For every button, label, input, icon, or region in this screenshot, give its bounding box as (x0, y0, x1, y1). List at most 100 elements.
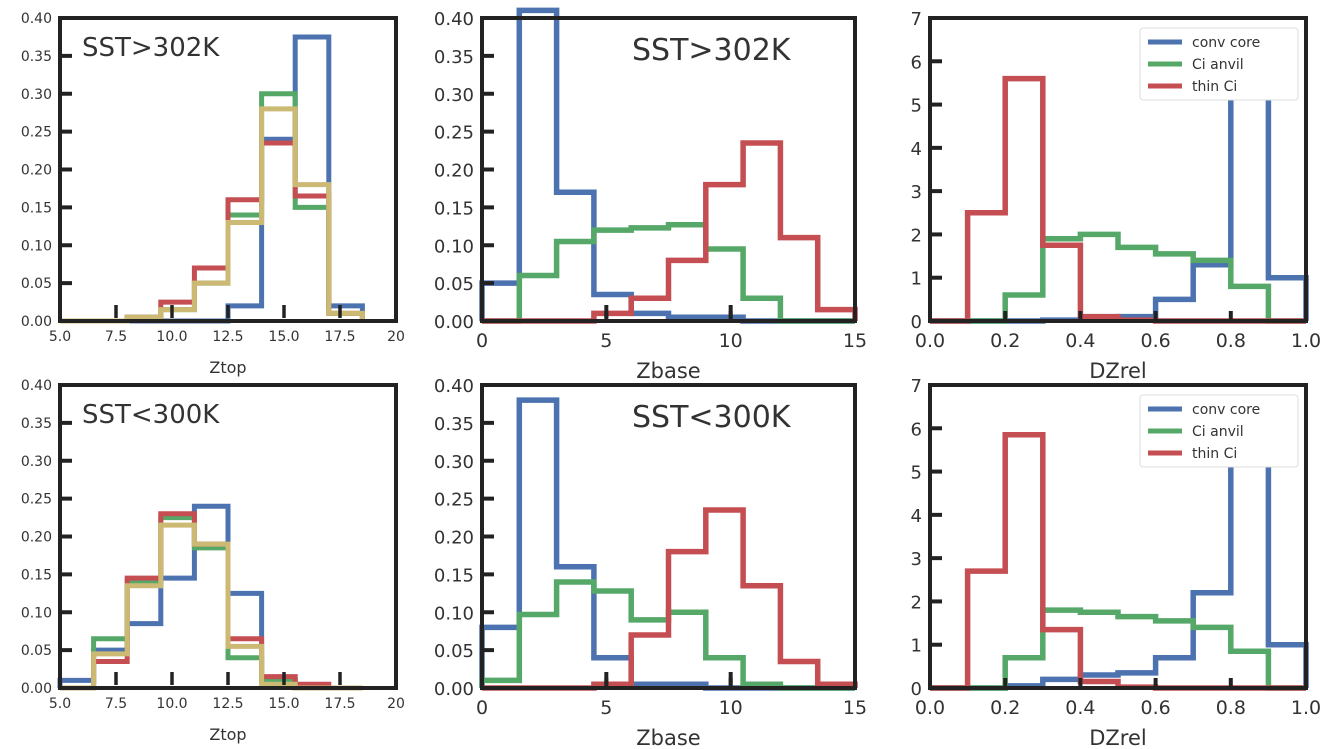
x-tick-label: 5.0 (49, 329, 71, 345)
y-tick-label: 0.25 (21, 492, 52, 508)
legend: conv core Ci anvil thin Ci (1139, 394, 1299, 468)
y-tick-label: 7 (911, 9, 922, 30)
y-tick-label: 0 (911, 679, 922, 700)
y-tick-label: 0.25 (434, 490, 474, 511)
x-tick-label: 10 (719, 330, 743, 352)
y-tick-label: 3 (911, 549, 922, 570)
y-tick-label: 0.10 (434, 236, 474, 257)
y-tick-label: 0.10 (21, 605, 52, 621)
x-tick-label: 17.5 (324, 329, 355, 345)
y-tick-label: 0.15 (21, 567, 52, 583)
y-tick-label: 0.05 (434, 641, 474, 662)
y-tick-label: 0.40 (434, 376, 474, 397)
y-tick-label: 0 (911, 312, 922, 333)
legend-label: thin Ci (1192, 446, 1237, 462)
y-tick-label: 0.15 (434, 198, 474, 219)
y-tick-label: 0.40 (434, 9, 474, 30)
y-tick-label: 0.25 (434, 123, 474, 144)
x-tick-label: 0.6 (1140, 330, 1170, 352)
panel-top-middle: 0.00 0.05 0.10 0.15 0.20 0.25 0.30 0.35 0.40 0 5 10… (434, 7, 867, 383)
y-tick-label: 0.15 (21, 200, 52, 216)
x-tick-label: 20 (387, 696, 405, 712)
x-tick-label: 0.6 (1140, 697, 1170, 719)
y-tick-label: 7 (911, 376, 922, 397)
x-axis-label: Ztop (209, 725, 246, 744)
x-tick-label: 12.5 (212, 329, 243, 345)
x-tick-label: 10.0 (156, 329, 187, 345)
legend: conv core Ci anvil thin Ci (1139, 27, 1299, 101)
x-tick-label: 0 (476, 697, 488, 719)
series-hist-1 (479, 579, 855, 691)
y-tick-label: 2 (911, 592, 922, 613)
axes-frame (928, 16, 1308, 323)
x-axis-label: DZrel (1089, 359, 1146, 383)
x-tick-label: 1.0 (1291, 330, 1321, 352)
panel-bottom-middle: 0.00 0.05 0.10 0.15 0.20 0.25 0.30 0.35 0.40 0 5 10… (434, 376, 867, 749)
series-hist-3 (60, 522, 363, 691)
x-tick-label: 0.8 (1216, 697, 1246, 719)
series-Ci-anvil (930, 231, 1306, 324)
y-tick-label: 5 (911, 96, 922, 117)
legend-label: Ci anvil (1192, 424, 1244, 440)
series-hist-1 (482, 222, 855, 324)
legend-label: conv core (1192, 35, 1260, 51)
y-tick-label: 0.30 (21, 87, 52, 103)
x-tick-label: 17.5 (324, 696, 355, 712)
panel-top-left: 0.00 0.05 0.10 0.15 0.20 0.25 0.30 0.35 0.40 5.0 7… (21, 11, 405, 377)
y-tick-label: 0.10 (21, 238, 52, 254)
y-tick-label: 1 (911, 636, 922, 657)
x-tick-label: 5 (600, 697, 612, 719)
x-tick-label: 10 (719, 697, 743, 719)
y-tick-label: 4 (911, 139, 922, 160)
y-tick-label: 0.10 (434, 603, 474, 624)
x-axis-label: DZrel (1089, 726, 1146, 749)
y-tick-label: 0.20 (434, 528, 474, 549)
legend-box (1139, 394, 1299, 468)
x-tick-label: 0.2 (990, 697, 1020, 719)
x-tick-label: 15 (843, 697, 867, 719)
y-tick-label: 0.35 (434, 47, 474, 68)
x-tick-label: 0.0 (915, 330, 945, 352)
y-tick-label: 6 (911, 419, 922, 440)
y-tick-label: 1 (911, 269, 922, 290)
y-tick-label: 4 (911, 506, 922, 527)
axes-frame (928, 383, 1308, 690)
x-tick-label: 0.0 (915, 697, 945, 719)
x-tick-label: 0.4 (1065, 330, 1095, 352)
y-tick-label: 0.00 (434, 312, 474, 333)
y-tick-label: 0.30 (434, 452, 474, 473)
y-tick-label: 0.20 (434, 161, 474, 182)
x-tick-label: 20 (387, 329, 405, 345)
legend-box (1139, 27, 1299, 101)
x-axis-label: Ztop (209, 358, 246, 377)
y-tick-label: 0.00 (21, 314, 52, 330)
x-axis-label: Zbase (636, 726, 700, 749)
x-tick-label: 1.0 (1291, 697, 1321, 719)
y-tick-label: 0.05 (434, 274, 474, 295)
y-tick-label: 0.25 (21, 125, 52, 141)
panel-bottom-left: 0.00 0.05 0.10 0.15 0.20 0.25 0.30 0.35 0.40 5.0 7… (21, 378, 405, 744)
y-tick-label: 0.00 (21, 681, 52, 697)
x-tick-label: 10.0 (156, 696, 187, 712)
y-tick-label: 0.20 (21, 163, 52, 179)
y-tick-label: 0.30 (21, 454, 52, 470)
panel-top-right: 0 1 2 3 4 5 6 7 0.0 0.2 0.4 0.6 0.8 1.0 DZrel conv core… (911, 9, 1322, 383)
y-tick-label: 0.15 (434, 565, 474, 586)
x-tick-label: 7.5 (105, 329, 127, 345)
y-tick-label: 0.35 (434, 414, 474, 435)
series-Ci-anvil (930, 607, 1306, 691)
y-tick-label: 3 (911, 182, 922, 203)
x-tick-label: 7.5 (105, 696, 127, 712)
y-tick-label: 0.35 (21, 49, 52, 65)
series-hist-3 (60, 106, 365, 324)
y-tick-label: 0.20 (21, 530, 52, 546)
x-tick-label: 5 (600, 330, 612, 352)
legend-label: thin Ci (1192, 79, 1237, 95)
y-tick-label: 0.40 (21, 11, 52, 27)
x-tick-label: 0.4 (1065, 697, 1095, 719)
y-tick-label: 2 (911, 225, 922, 246)
y-tick-label: 0.05 (21, 276, 52, 292)
x-tick-label: 0 (476, 330, 488, 352)
y-tick-label: 0.40 (21, 378, 52, 394)
